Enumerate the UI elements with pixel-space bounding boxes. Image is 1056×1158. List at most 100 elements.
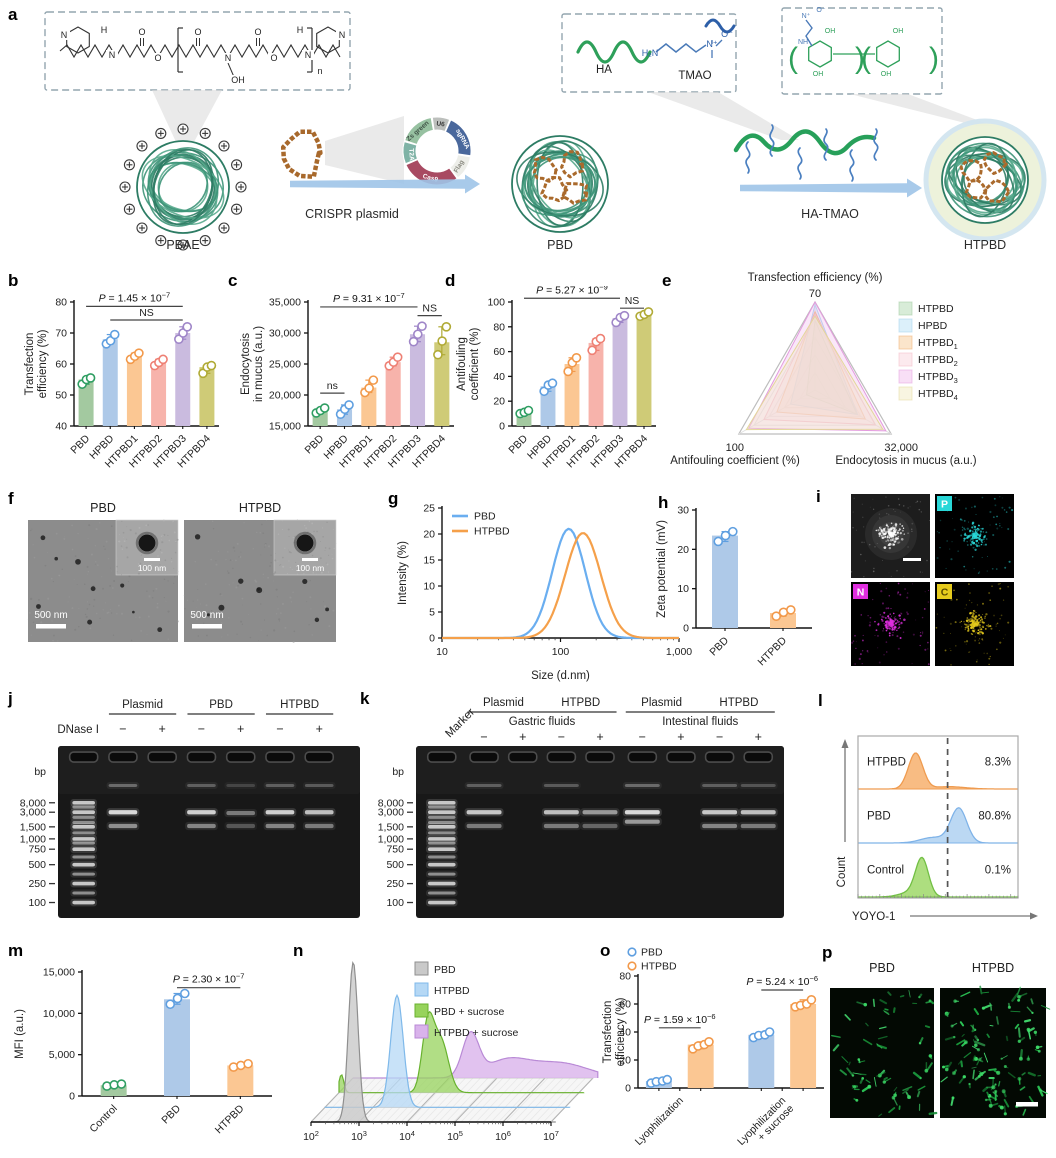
svg-text:YOYO-1: YOYO-1 — [852, 911, 895, 923]
svg-text:10: 10 — [677, 583, 689, 595]
svg-text:OH: OH — [813, 71, 824, 78]
svg-text:coefficient (%): coefficient (%) — [469, 328, 481, 401]
svg-text:H₂N: H₂N — [642, 48, 659, 58]
panel-letter-l: l — [818, 691, 823, 710]
svg-text:NS: NS — [422, 303, 437, 315]
panel-letter-i: i — [816, 487, 821, 506]
svg-text:HTPBD: HTPBD — [867, 757, 906, 769]
svg-text:(: ( — [861, 42, 871, 75]
svg-text:N⁺: N⁺ — [802, 12, 811, 20]
svg-text:100: 100 — [726, 442, 744, 454]
svg-text:103: 103 — [351, 1129, 367, 1143]
svg-text:O⁻: O⁻ — [816, 7, 825, 14]
svg-text:−: − — [119, 722, 126, 736]
svg-text:PBD: PBD — [434, 964, 456, 976]
svg-text:N: N — [305, 50, 312, 60]
panel-letter-n: n — [293, 941, 304, 960]
svg-text:1,000: 1,000 — [378, 833, 404, 845]
svg-text:Gastric fluids: Gastric fluids — [509, 716, 576, 728]
panel-b-transfection-bar-chart: 40 50 60 70 80 PBD HPBD HTPBD1 HTPBD2 HTPBD3 HTPBD… — [20, 286, 225, 489]
svg-text:OH: OH — [893, 28, 904, 35]
svg-text:+: + — [677, 730, 684, 744]
svg-text:DNase I: DNase I — [57, 724, 99, 736]
svg-text:HTPBD: HTPBD — [719, 697, 758, 709]
svg-text:Lyophilization: Lyophilization — [633, 1095, 686, 1148]
svg-text:70: 70 — [809, 288, 821, 300]
panel-letter-c: c — [228, 271, 238, 290]
svg-text:0: 0 — [683, 623, 689, 635]
svg-text:): ) — [855, 42, 865, 75]
svg-text:Cas9: Cas9 — [422, 173, 439, 184]
svg-text:100: 100 — [487, 297, 505, 309]
panel-letter-m: m — [8, 941, 24, 960]
svg-text:500 nm: 500 nm — [190, 610, 223, 621]
svg-text:N: N — [61, 30, 68, 40]
svg-text:15,000: 15,000 — [43, 967, 75, 979]
panel-letter-o: o — [600, 941, 611, 960]
svg-text:Count: Count — [836, 856, 848, 887]
svg-text:Transfection: Transfection — [24, 333, 36, 396]
svg-text:n: n — [317, 66, 322, 76]
svg-text:0: 0 — [499, 421, 505, 433]
svg-text:Intestinal fluids: Intestinal fluids — [662, 716, 738, 728]
svg-text:500: 500 — [386, 859, 404, 871]
svg-text:HTPBD: HTPBD — [213, 1102, 247, 1136]
svg-text:C: C — [941, 587, 949, 599]
svg-text:Antifouling coefficient (%): Antifouling coefficient (%) — [670, 455, 800, 467]
svg-text:250: 250 — [28, 878, 46, 890]
svg-text:8,000: 8,000 — [378, 797, 404, 809]
svg-text:O⁻: O⁻ — [721, 29, 733, 39]
svg-text:Endocytosis: Endocytosis — [240, 333, 252, 395]
svg-text:100 nm: 100 nm — [296, 563, 324, 573]
panel-letter-b: b — [8, 271, 19, 290]
svg-text:−: − — [276, 722, 283, 736]
svg-text:in mucus (a.u.): in mucus (a.u.) — [253, 326, 265, 402]
panel-p-title-htpbd: HTPBD — [971, 961, 1015, 975]
svg-text:10: 10 — [423, 581, 435, 593]
svg-text:P = 1.45 × 10−7: P = 1.45 × 10−7 — [99, 290, 171, 304]
svg-text:O: O — [138, 27, 145, 37]
svg-text:Transfection: Transfection — [602, 1001, 614, 1064]
svg-text:PBD: PBD — [641, 947, 663, 959]
panel-l-flow-histograms: HTPBD 8.3% PBD 80.8% Control 0.1% Count YOYO-1 — [816, 692, 1056, 941]
svg-text:OH: OH — [881, 71, 892, 78]
svg-text:20: 20 — [677, 544, 689, 556]
svg-text:Plasmid: Plasmid — [122, 699, 163, 711]
panel-letter-h: h — [658, 493, 669, 512]
svg-text:107: 107 — [543, 1129, 559, 1143]
svg-text:106: 106 — [495, 1129, 511, 1143]
svg-text:10: 10 — [436, 646, 448, 658]
panel-d-antifouling-bar-chart: 0 20 40 60 80 100 PBD HPBD HTPBD1 HTPBD2 HTPBD3 HTP… — [452, 282, 664, 489]
svg-text:HTPBD: HTPBD — [918, 303, 954, 315]
svg-text:N: N — [339, 30, 346, 40]
svg-text:HTPBD3: HTPBD3 — [918, 371, 958, 385]
svg-text:5,000: 5,000 — [49, 1049, 75, 1061]
svg-text:250: 250 — [386, 878, 404, 890]
svg-text:40: 40 — [493, 371, 505, 383]
svg-text:750: 750 — [28, 844, 46, 856]
panel-h-zeta-potential-chart: 0 10 20 30 PBD HTPBD Zeta potential (mV) — [652, 496, 820, 689]
svg-text:Antifouling: Antifouling — [456, 337, 468, 391]
svg-text:8.3%: 8.3% — [985, 757, 1011, 769]
svg-text:0: 0 — [69, 1091, 75, 1103]
svg-text:bp: bp — [34, 766, 46, 778]
panel-f-title-htpbd: HTPBD — [238, 501, 282, 515]
svg-text:5: 5 — [429, 607, 435, 619]
panel-p-fluorescence-images — [820, 944, 1056, 1158]
svg-text:MFI (a.u.): MFI (a.u.) — [14, 1009, 26, 1059]
svg-text:HTPBD2: HTPBD2 — [918, 354, 958, 368]
svg-text:Size (d.nm): Size (d.nm) — [531, 670, 590, 682]
svg-text:HTPBD + sucrose: HTPBD + sucrose — [434, 1027, 518, 1039]
svg-text:750: 750 — [386, 844, 404, 856]
panel-letter-k: k — [360, 689, 370, 708]
svg-text:bp: bp — [392, 766, 404, 778]
svg-text:Plasmid: Plasmid — [641, 697, 682, 709]
svg-text:HTPBD: HTPBD — [755, 634, 789, 668]
svg-text:Zeta potential (mV): Zeta potential (mV) — [656, 520, 668, 618]
svg-text:3,000: 3,000 — [378, 807, 404, 819]
svg-text:+: + — [519, 730, 526, 744]
svg-text:3,000: 3,000 — [20, 807, 46, 819]
svg-text:Plasmid: Plasmid — [483, 697, 524, 709]
svg-text:40: 40 — [619, 1027, 631, 1039]
